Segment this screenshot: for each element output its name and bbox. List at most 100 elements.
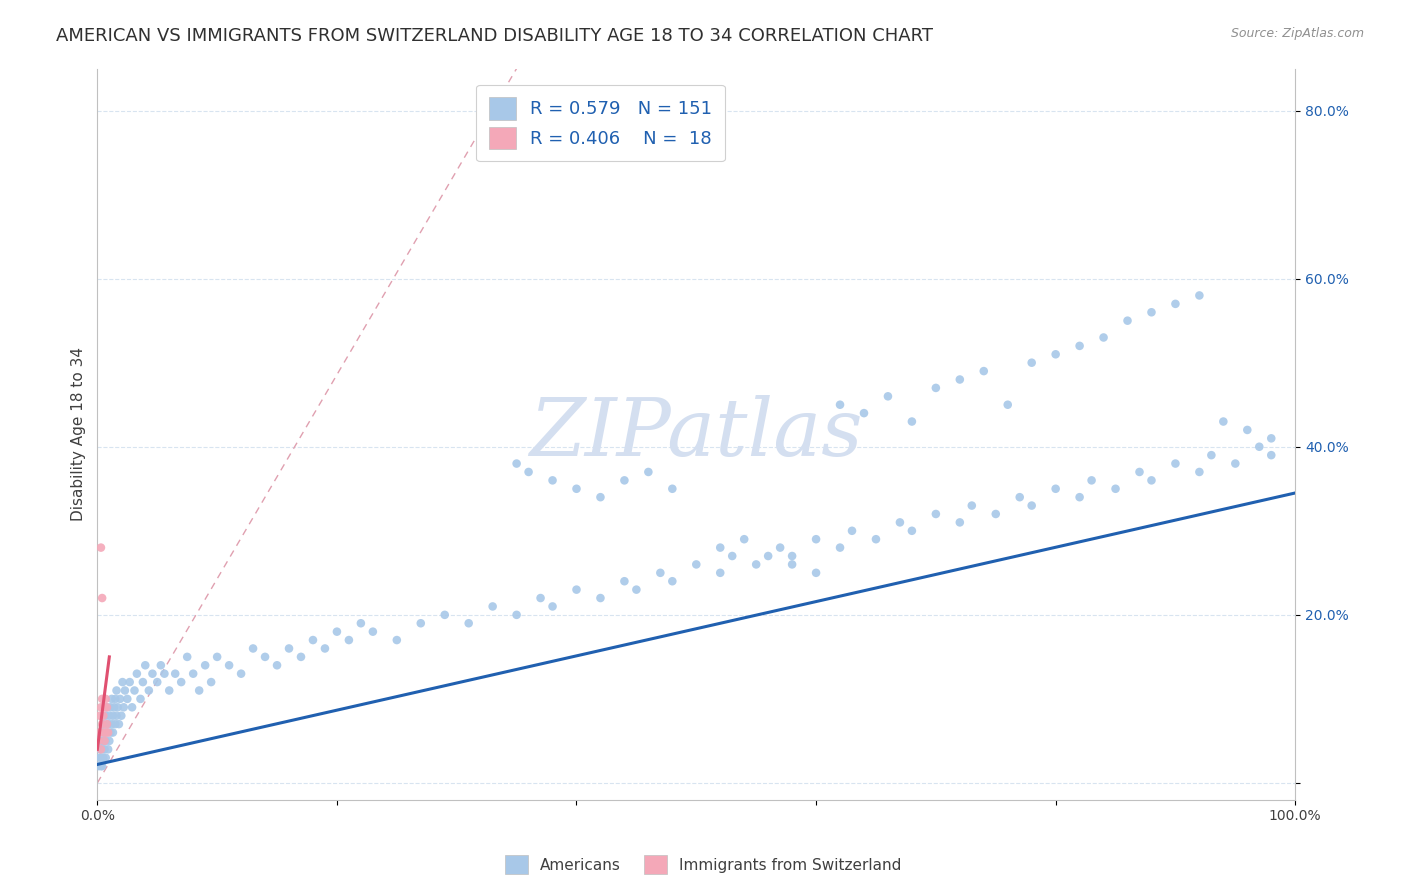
Point	[457, 616, 479, 631]
Point	[1045, 482, 1067, 496]
Point	[100, 700, 122, 714]
Point	[181, 666, 204, 681]
Point	[94, 708, 117, 723]
Point	[149, 658, 172, 673]
Point	[1249, 440, 1271, 454]
Point	[302, 633, 325, 648]
Point	[165, 666, 187, 681]
Point	[756, 549, 779, 563]
Point	[481, 599, 503, 614]
Point	[229, 666, 252, 681]
Point	[93, 742, 115, 756]
Point	[93, 734, 115, 748]
Text: Source: ZipAtlas.com: Source: ZipAtlas.com	[1230, 27, 1364, 40]
Point	[1164, 457, 1187, 471]
Point	[1069, 490, 1091, 504]
Point	[925, 507, 948, 521]
Point	[146, 675, 169, 690]
Point	[1128, 465, 1150, 479]
Point	[1201, 448, 1223, 462]
Point	[1188, 288, 1211, 302]
Point	[1092, 330, 1115, 344]
Point	[100, 692, 122, 706]
Point	[290, 649, 312, 664]
Point	[108, 692, 131, 706]
Point	[925, 381, 948, 395]
Text: AMERICAN VS IMMIGRANTS FROM SWITZERLAND DISABILITY AGE 18 TO 34 CORRELATION CHAR: AMERICAN VS IMMIGRANTS FROM SWITZERLAND …	[56, 27, 934, 45]
Point	[780, 549, 803, 563]
Point	[138, 683, 160, 698]
Point	[90, 734, 112, 748]
Point	[96, 700, 118, 714]
Point	[337, 633, 360, 648]
Point	[218, 658, 240, 673]
Point	[865, 532, 887, 546]
Point	[960, 499, 983, 513]
Point	[1236, 423, 1258, 437]
Point	[94, 750, 117, 764]
Point	[105, 683, 128, 698]
Point	[1140, 305, 1163, 319]
Point	[100, 725, 122, 739]
Point	[97, 717, 120, 731]
Point	[1008, 490, 1031, 504]
Point	[565, 582, 588, 597]
Text: ZIPatlas: ZIPatlas	[530, 395, 863, 473]
Point	[94, 725, 117, 739]
Point	[170, 675, 193, 690]
Point	[96, 725, 118, 739]
Point	[129, 692, 152, 706]
Point	[194, 658, 217, 673]
Point	[409, 616, 432, 631]
Point	[1021, 356, 1043, 370]
Point	[541, 474, 564, 488]
Point	[326, 624, 349, 639]
Point	[91, 759, 114, 773]
Point	[589, 490, 612, 504]
Point	[89, 742, 111, 756]
Point	[709, 566, 731, 580]
Point	[1164, 297, 1187, 311]
Point	[828, 541, 851, 555]
Point	[97, 725, 120, 739]
Point	[841, 524, 863, 538]
Point	[1188, 465, 1211, 479]
Point	[877, 389, 900, 403]
Point	[505, 457, 527, 471]
Point	[93, 700, 115, 714]
Point	[984, 507, 1007, 521]
Point	[254, 649, 277, 664]
Point	[98, 734, 121, 748]
Point	[637, 465, 659, 479]
Point	[105, 708, 128, 723]
Point	[117, 692, 139, 706]
Point	[121, 700, 143, 714]
Point	[650, 566, 672, 580]
Point	[111, 675, 134, 690]
Point	[91, 734, 114, 748]
Point	[517, 465, 540, 479]
Point	[157, 683, 180, 698]
Point	[973, 364, 995, 378]
Point	[89, 750, 111, 764]
Point	[91, 717, 114, 731]
Point	[89, 725, 111, 739]
Point	[125, 666, 148, 681]
Point	[661, 482, 683, 496]
Point	[361, 624, 384, 639]
Point	[1069, 339, 1091, 353]
Legend: R = 0.579   N = 151, R = 0.406    N =  18: R = 0.579 N = 151, R = 0.406 N = 18	[477, 85, 725, 161]
Point	[91, 692, 114, 706]
Point	[90, 742, 112, 756]
Point	[205, 649, 228, 664]
Point	[949, 516, 972, 530]
Point	[278, 641, 301, 656]
Point	[385, 633, 408, 648]
Point	[1212, 415, 1234, 429]
Point	[91, 591, 114, 605]
Point	[91, 708, 114, 723]
Point	[89, 708, 111, 723]
Point	[901, 415, 924, 429]
Point	[118, 675, 141, 690]
Point	[997, 398, 1019, 412]
